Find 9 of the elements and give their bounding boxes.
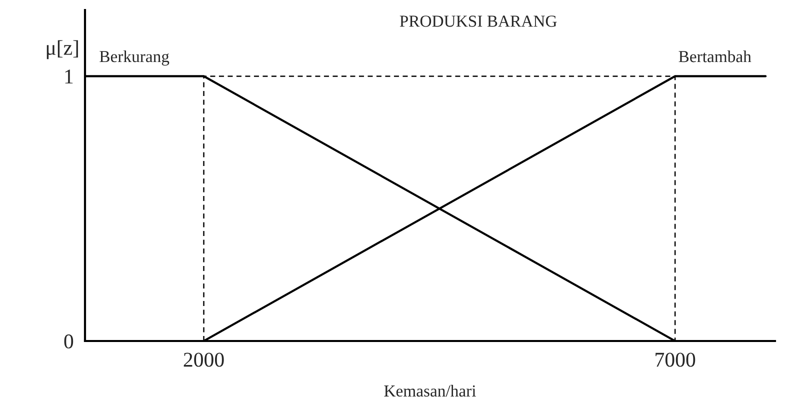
y-tick-label: 1 xyxy=(65,70,73,84)
y-axis-title: μ[z] xyxy=(46,40,78,60)
chart-title: PRODUKSI BARANG xyxy=(400,16,557,27)
x-tick-label: 7000 xyxy=(656,352,696,367)
x-axis-title: Kemasan/hari xyxy=(384,384,476,397)
y-tick-label: 0 xyxy=(64,334,74,348)
series-label: Bertambah xyxy=(678,50,752,62)
series-label: Berkurang xyxy=(100,50,170,66)
x-tick-label: 2000 xyxy=(184,352,224,367)
